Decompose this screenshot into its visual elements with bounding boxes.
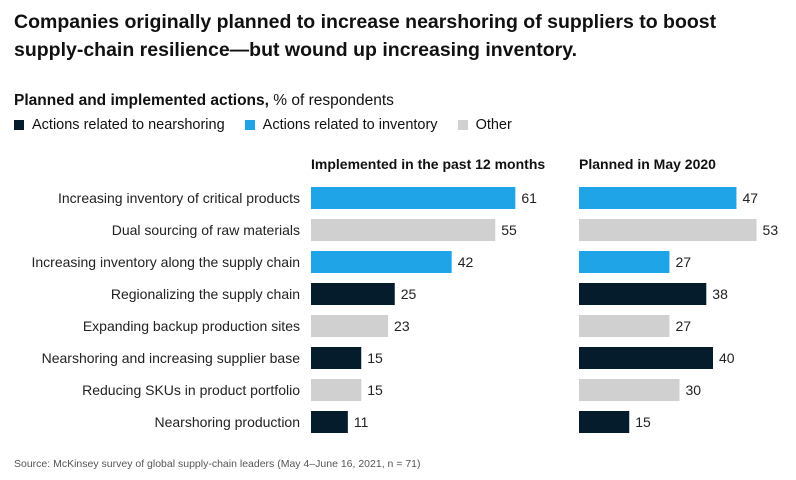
bar [311, 411, 348, 433]
legend-label-nearshoring: Actions related to nearshoring [32, 117, 225, 133]
data-label: 15 [635, 414, 651, 430]
legend-label-inventory: Actions related to inventory [262, 117, 438, 133]
legend: Actions related to nearshoring Actions r… [14, 117, 532, 133]
category-label: Dual sourcing of raw materials [112, 222, 300, 238]
data-label: 11 [354, 414, 369, 430]
bar [579, 251, 670, 273]
category-label: Increasing inventory of critical product… [58, 190, 300, 206]
category-label: Increasing inventory along the supply ch… [31, 254, 300, 270]
legend-item-nearshoring: Actions related to nearshoring [14, 117, 225, 133]
panel-title-implemented: Implemented in the past 12 months [311, 156, 546, 172]
data-label: 38 [712, 286, 728, 302]
data-label: 47 [742, 190, 758, 206]
chart-subtitle: Planned and implemented actions, % of re… [14, 91, 394, 111]
category-label: Reducing SKUs in product portfolio [82, 382, 300, 398]
data-label: 27 [675, 318, 691, 334]
data-label: 61 [521, 190, 537, 206]
legend-swatch-inventory [244, 120, 255, 130]
data-label: 30 [686, 382, 702, 398]
bar-chart: Increasing inventory of critical product… [31, 187, 779, 433]
panel-title-planned: Planned in May 2020 [579, 156, 716, 172]
data-label: 27 [675, 254, 691, 270]
data-label: 40 [719, 350, 735, 366]
data-label: 15 [367, 382, 383, 398]
legend-item-other: Other [457, 117, 512, 133]
bar [311, 379, 362, 401]
bar [311, 219, 496, 241]
bar [311, 251, 452, 273]
data-label: 55 [501, 222, 517, 238]
bar [579, 379, 680, 401]
subtitle-unit: % of respondents [268, 92, 394, 109]
data-label: 42 [458, 254, 474, 270]
category-label: Nearshoring and increasing supplier base [42, 350, 301, 366]
category-label: Regionalizing the supply chain [111, 286, 300, 302]
legend-item-inventory: Actions related to inventory [244, 117, 438, 133]
bar [311, 283, 395, 305]
bar [311, 347, 362, 369]
bar [311, 187, 516, 209]
data-label: 25 [401, 286, 417, 302]
data-label: 15 [367, 350, 383, 366]
legend-swatch-other [457, 120, 468, 130]
bar [579, 219, 757, 241]
data-label: 53 [763, 222, 779, 238]
chart-title: Companies originally planned to increase… [14, 11, 717, 61]
bar [579, 411, 630, 433]
data-label: 23 [394, 318, 410, 334]
bar [579, 315, 670, 337]
source-note: Source: McKinsey survey of global supply… [14, 458, 421, 470]
category-label: Expanding backup production sites [83, 318, 300, 334]
bar [311, 315, 389, 337]
bar [579, 347, 713, 369]
subtitle-bold: Planned and implemented actions, [14, 92, 269, 109]
legend-label-other: Other [475, 117, 512, 133]
legend-swatch-nearshoring [14, 120, 24, 130]
category-label: Nearshoring production [154, 414, 300, 430]
bar [579, 187, 737, 209]
bar [579, 283, 707, 305]
